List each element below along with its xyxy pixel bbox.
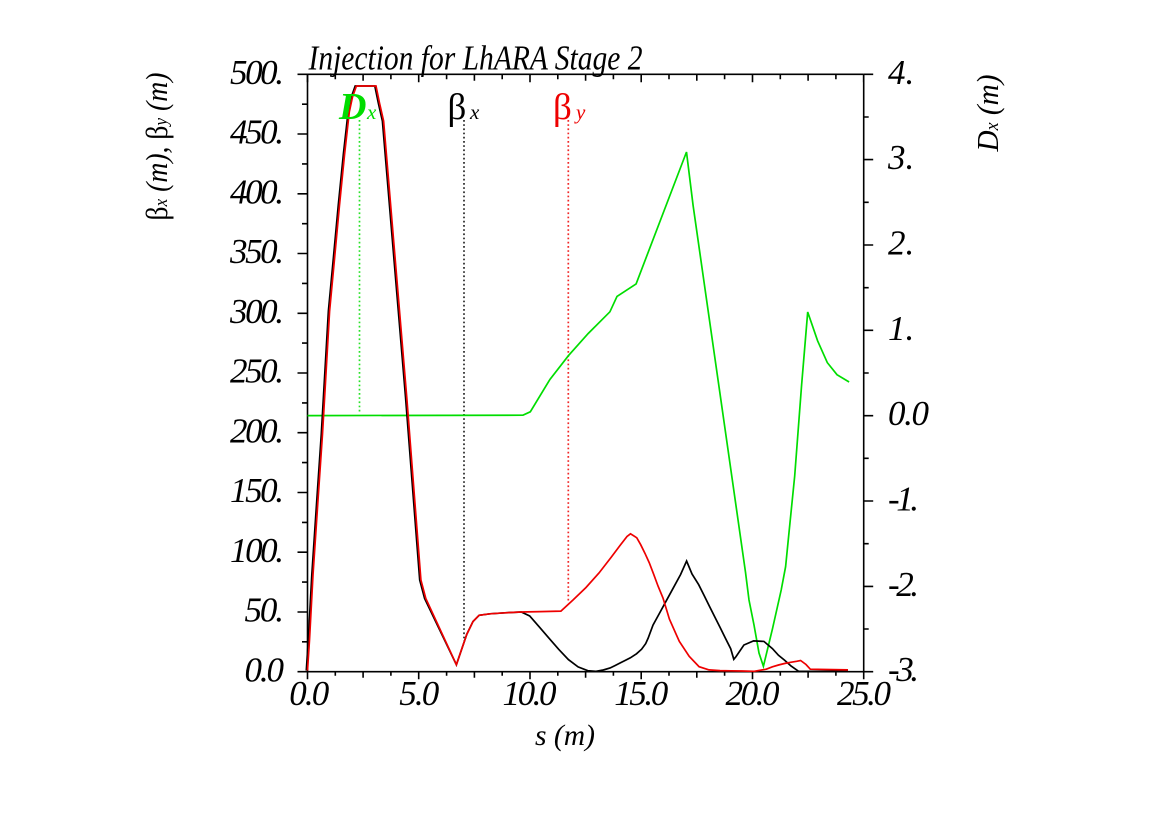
svg-text:500.: 500. xyxy=(230,53,284,92)
svg-text:50.: 50. xyxy=(245,591,285,630)
svg-text:β: β xyxy=(553,87,572,128)
svg-text:2.: 2. xyxy=(888,224,914,263)
svg-text:y: y xyxy=(574,100,586,124)
svg-text:250.: 250. xyxy=(230,352,284,391)
svg-text:400.: 400. xyxy=(230,173,284,212)
svg-text:-3.: -3. xyxy=(888,650,919,689)
svg-text:300.: 300. xyxy=(229,292,284,331)
svg-text:25.0: 25.0 xyxy=(837,674,892,713)
svg-text:5.0: 5.0 xyxy=(399,674,440,713)
svg-text:20.0: 20.0 xyxy=(726,674,781,713)
svg-text:x: x xyxy=(366,100,377,124)
svg-text:4.: 4. xyxy=(888,53,914,92)
svg-text:s (m): s (m) xyxy=(535,719,595,752)
svg-text:150.: 150. xyxy=(230,471,284,510)
svg-text:x: x xyxy=(469,100,480,124)
svg-text:15.0: 15.0 xyxy=(614,674,669,713)
svg-text:10.0: 10.0 xyxy=(503,674,558,713)
svg-text:Dx (m): Dx (m) xyxy=(970,75,1005,153)
svg-text:0.0: 0.0 xyxy=(289,674,330,713)
svg-text:β: β xyxy=(448,87,467,128)
svg-text:450.: 450. xyxy=(230,113,284,152)
svg-text:1.: 1. xyxy=(888,309,914,348)
svg-text:D: D xyxy=(338,86,366,128)
svg-text:-2.: -2. xyxy=(888,565,919,604)
svg-text:-1.: -1. xyxy=(888,480,919,519)
svg-text:βx (m), βy (m): βx (m), βy (m) xyxy=(139,73,174,221)
svg-text:100.: 100. xyxy=(230,531,284,570)
svg-text:200.: 200. xyxy=(230,411,284,450)
svg-text:0.0: 0.0 xyxy=(245,650,285,689)
svg-text:3.: 3. xyxy=(887,138,914,177)
svg-text:Injection for LhARA Stage 2: Injection for LhARA Stage 2 xyxy=(308,39,643,78)
svg-text:350.: 350. xyxy=(229,232,284,271)
svg-text:0.0: 0.0 xyxy=(888,394,930,433)
